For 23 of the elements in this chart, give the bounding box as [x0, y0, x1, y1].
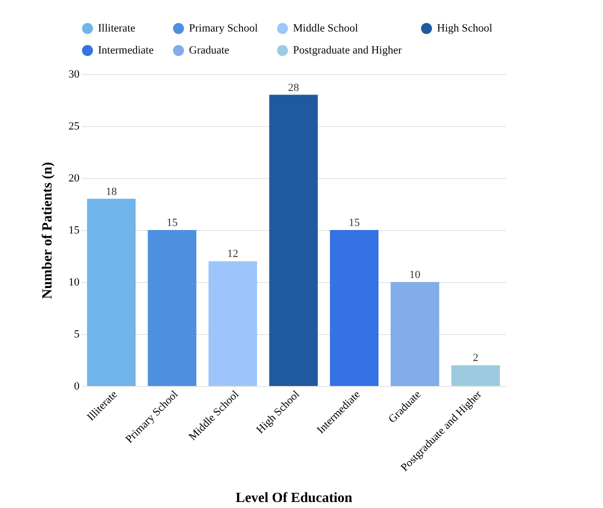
- legend-label: Middle School: [293, 22, 358, 35]
- y-tick-label: 25: [68, 120, 80, 132]
- legend-label: Illiterate: [98, 22, 136, 35]
- legend-label: Primary School: [189, 22, 258, 35]
- y-tick-label: 0: [74, 380, 80, 392]
- legend-label: High School: [437, 22, 492, 35]
- legend-label: Intermediate: [98, 44, 154, 56]
- y-tick-label: 30: [68, 68, 80, 80]
- y-axis-title: Number of Patients (n): [40, 162, 56, 300]
- data-label: 10: [409, 269, 421, 281]
- data-label: 15: [348, 217, 360, 229]
- y-tick-label: 20: [68, 172, 80, 184]
- data-label: 2: [472, 352, 478, 364]
- y-tick-label: 10: [68, 276, 80, 288]
- data-label: 28: [288, 82, 300, 94]
- y-tick-label: 15: [68, 224, 80, 236]
- y-tick-label: 5: [74, 328, 80, 340]
- data-label: 15: [166, 217, 178, 229]
- data-label: 12: [227, 248, 238, 260]
- data-label: 18: [106, 186, 118, 198]
- x-axis-title: Level Of Education: [236, 491, 353, 506]
- legend-label: Graduate: [189, 44, 230, 56]
- legend-label: Postgraduate and Higher: [293, 44, 402, 56]
